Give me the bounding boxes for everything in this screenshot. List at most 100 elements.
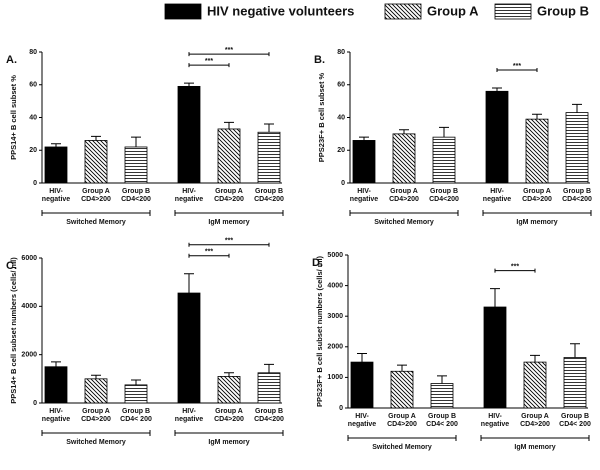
error-bar — [399, 129, 409, 134]
y-axis-label: PPS23F+ B cell subset numbers (cells/ ml… — [315, 255, 324, 407]
bar — [177, 85, 201, 184]
bar — [217, 376, 241, 404]
error-bar — [492, 87, 502, 92]
x-tick-label: CD4>200 — [389, 196, 419, 203]
x-tick-label: Group B — [428, 413, 456, 420]
x-tick-label: Group A — [215, 408, 243, 415]
x-tick-label: CD4<200 — [562, 196, 592, 203]
error-bar — [532, 113, 542, 120]
panel-label: D. — [312, 257, 323, 269]
x-tick-label: negative — [350, 196, 379, 203]
x-tick-label: Group B — [255, 408, 283, 415]
significance-line — [494, 268, 536, 273]
y-tick-label: 2000 — [21, 352, 37, 359]
bar — [44, 146, 68, 184]
y-tick-label: 40 — [337, 114, 345, 121]
x-tick-label: CD4>200 — [214, 196, 244, 203]
x-tick-label: HIV- — [182, 408, 196, 415]
group-label: IgM memory — [208, 439, 249, 446]
x-tick-label: CD4<200 — [254, 196, 284, 203]
bar — [565, 112, 589, 184]
y-tick-label: 1000 — [327, 374, 343, 381]
x-tick-label: CD4<200 — [121, 196, 151, 203]
x-tick-label: negative — [175, 196, 204, 203]
bar — [44, 366, 68, 404]
significance-line — [188, 52, 270, 57]
bar — [84, 378, 108, 404]
significance-label: *** — [511, 264, 519, 271]
group-bracket — [482, 210, 592, 216]
group-label: IgM memory — [516, 219, 557, 226]
error-bar — [359, 136, 369, 141]
x-tick-label: Group A — [523, 188, 551, 195]
x-tick-label: CD4>200 — [81, 196, 111, 203]
significance-line — [188, 242, 270, 247]
group-bracket — [347, 435, 457, 441]
x-tick-label: CD4>200 — [387, 421, 417, 428]
error-bar — [264, 123, 274, 133]
error-bar — [131, 379, 141, 385]
bar — [563, 357, 587, 409]
y-tick-label: 20 — [29, 147, 37, 154]
significance-label: *** — [205, 249, 213, 256]
y-tick-label: 40 — [29, 114, 37, 121]
error-bar — [572, 103, 582, 113]
x-tick-label: CD4< 200 — [120, 416, 152, 423]
x-tick-label: CD4<200 — [254, 416, 284, 423]
significance-label: *** — [225, 238, 233, 245]
error-bar — [437, 375, 447, 384]
y-tick-label: 0 — [33, 180, 37, 187]
error-bar — [224, 121, 234, 129]
y-axis-label: PPS14+ B cell subset % — [9, 75, 18, 160]
x-tick-label: CD4>200 — [214, 416, 244, 423]
x-tick-label: Group A — [390, 188, 418, 195]
y-tick-label: 3000 — [327, 313, 343, 320]
x-tick-label: negative — [42, 416, 71, 423]
error-bar — [224, 372, 234, 377]
group-label: IgM memory — [514, 444, 555, 451]
significance-label: *** — [225, 47, 233, 54]
x-tick-label: negative — [42, 196, 71, 203]
x-tick-label: negative — [481, 421, 510, 428]
bar — [177, 292, 201, 404]
y-tick-label: 4000 — [327, 282, 343, 289]
bar — [525, 118, 549, 184]
panel-label: B. — [314, 54, 325, 66]
error-bar — [530, 354, 540, 363]
group-bracket — [349, 210, 459, 216]
y-axis-label: PPS23F+ B cell subset % — [317, 72, 326, 162]
bar — [430, 383, 454, 409]
y-tick-label: 0 — [341, 180, 345, 187]
x-tick-label: Group B — [122, 188, 150, 195]
x-tick-label: negative — [348, 421, 377, 428]
x-tick-label: HIV- — [49, 408, 63, 415]
x-tick-label: Group B — [430, 188, 458, 195]
error-bar — [184, 273, 194, 294]
x-tick-label: HIV- — [490, 188, 504, 195]
group-bracket — [174, 210, 284, 216]
group-bracket — [41, 430, 151, 436]
error-bar — [91, 135, 101, 141]
error-bar — [184, 82, 194, 87]
legend-label: Group B — [537, 3, 589, 18]
y-tick-label: 5000 — [327, 252, 343, 259]
y-axis-label: PPS14+ B cell subset numbers (cells/ ml) — [9, 257, 18, 404]
x-tick-label: CD4< 200 — [426, 421, 458, 428]
significance-label: *** — [205, 58, 213, 65]
group-bracket — [480, 435, 590, 441]
error-bar — [439, 126, 449, 138]
x-tick-label: HIV- — [182, 188, 196, 195]
bar — [257, 131, 281, 184]
bar — [523, 361, 547, 409]
group-label: Switched Memory — [66, 439, 126, 446]
group-label: Switched Memory — [374, 219, 434, 226]
x-tick-label: HIV- — [488, 413, 502, 420]
x-tick-label: negative — [483, 196, 512, 203]
error-bar — [490, 288, 500, 308]
y-tick-label: 0 — [33, 400, 37, 407]
x-tick-label: Group A — [82, 408, 110, 415]
x-tick-label: Group A — [388, 413, 416, 420]
error-bar — [397, 364, 407, 372]
x-tick-label: Group B — [122, 408, 150, 415]
bar — [257, 372, 281, 404]
